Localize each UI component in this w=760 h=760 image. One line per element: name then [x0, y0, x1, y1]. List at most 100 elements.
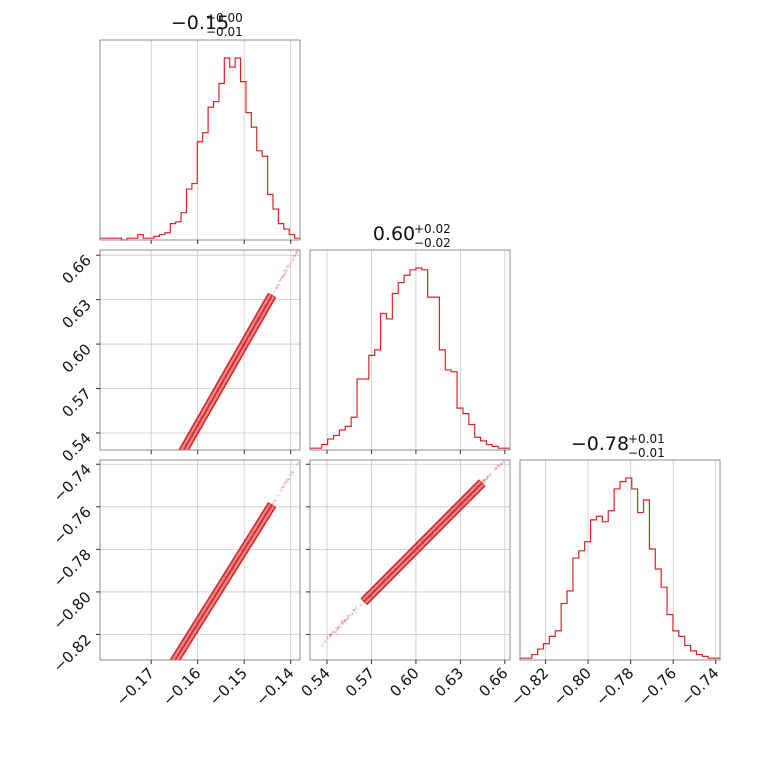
scatter-point [280, 488, 284, 491]
scatter-point [331, 631, 335, 634]
scatter-point [498, 465, 501, 468]
title-param-0: −0.15 [171, 12, 229, 34]
scatter-point [285, 268, 288, 272]
scatter-point [500, 463, 503, 466]
scatter-point [336, 626, 339, 629]
scatter-point [494, 467, 497, 470]
scatter-point [337, 626, 341, 629]
scatter-point [334, 631, 337, 634]
scatter-point [342, 620, 346, 623]
scatter-point [496, 465, 499, 468]
scatter-point [285, 478, 288, 481]
scatter-point [344, 619, 347, 622]
scatter-point [279, 278, 282, 281]
scatter-point [326, 636, 330, 639]
hist-line-2 [519, 477, 721, 660]
scatter-point [481, 480, 484, 483]
density-contour [174, 504, 273, 660]
scatter-point [329, 635, 332, 638]
scatter-point [344, 619, 347, 622]
scatter-panel-0-1: 0.540.570.600.630.66 [58, 249, 301, 465]
scatter-point [486, 476, 489, 479]
scatter-point [495, 467, 498, 471]
scatter-point [502, 461, 506, 464]
scatter-point [279, 489, 282, 492]
scatter-point [324, 640, 327, 643]
scatter-point [342, 621, 345, 624]
grid-lines [150, 40, 292, 240]
scatter-point [335, 627, 338, 630]
scatter-point [340, 619, 343, 622]
scatter-frame [99, 459, 301, 661]
scatter-inner [178, 250, 299, 450]
scatter-point [286, 481, 289, 484]
scatter-point [293, 254, 296, 258]
scatter-point [285, 270, 288, 273]
title-plus-0: +0.00 [206, 11, 243, 25]
scatter-point [496, 463, 500, 467]
title-minus-1: −0.02 [414, 236, 451, 250]
scatter-frame [309, 459, 511, 661]
scatter-point [279, 278, 283, 281]
title-value-1: 0.60 [373, 223, 415, 245]
scatter-point [292, 259, 295, 262]
scatter-point [281, 275, 284, 278]
scatter-point [488, 473, 491, 476]
scatter-point [288, 473, 292, 477]
scatter-point [322, 642, 325, 645]
scatter-point [345, 618, 348, 621]
scatter-point [292, 255, 295, 258]
scatter-point [328, 634, 332, 637]
scatter-point [277, 279, 281, 283]
scatter-point [352, 608, 355, 612]
scatter-point [484, 479, 487, 482]
density-contour-outer [360, 479, 480, 600]
scatter-point [272, 290, 276, 293]
scatter-point [277, 494, 280, 497]
scatter-point [494, 468, 497, 471]
scatter-point [291, 257, 295, 260]
scatter-point [347, 615, 350, 618]
scatter-point [272, 499, 276, 503]
scatter-point [295, 251, 298, 254]
scatter-point [281, 486, 285, 489]
scatter-point [336, 628, 339, 632]
scatter-point [342, 623, 345, 626]
scatter-point [340, 622, 343, 625]
scatter-point [282, 269, 286, 272]
scatter-point [497, 464, 500, 467]
title-plus-2: +0.01 [628, 432, 665, 446]
grid-lines [310, 460, 510, 660]
scatter-point [284, 480, 287, 483]
scatter-point [495, 466, 498, 470]
scatter-point [288, 265, 291, 268]
scatter-point [325, 637, 329, 640]
scatter-point [341, 620, 344, 623]
scatter-point [359, 604, 363, 607]
scatter-point [339, 625, 343, 628]
scatter-point [343, 620, 346, 623]
scatter-frame [99, 249, 301, 451]
hist-frame-1 [309, 249, 511, 451]
scatter-point [334, 630, 338, 633]
scatter-point [324, 640, 327, 644]
scatter-point [499, 462, 502, 466]
scatter-point [348, 613, 352, 617]
scatter-point [341, 621, 344, 624]
scatter-point [351, 612, 354, 615]
scatter-point [286, 479, 289, 482]
scatter-point [483, 482, 486, 485]
density-contour-outer [366, 485, 486, 605]
scatter-point [321, 644, 324, 647]
scatter-point [272, 292, 276, 295]
scatter-point [355, 608, 358, 611]
scatter-point [489, 472, 492, 475]
scatter-point [325, 636, 328, 639]
hist-line-1 [309, 267, 511, 450]
scatter-point [295, 463, 299, 466]
scatter-point [287, 477, 290, 481]
scatter-point [282, 274, 286, 277]
grid-lines [100, 460, 300, 660]
scatter-point [295, 251, 298, 254]
hist-frame-0 [99, 39, 301, 241]
